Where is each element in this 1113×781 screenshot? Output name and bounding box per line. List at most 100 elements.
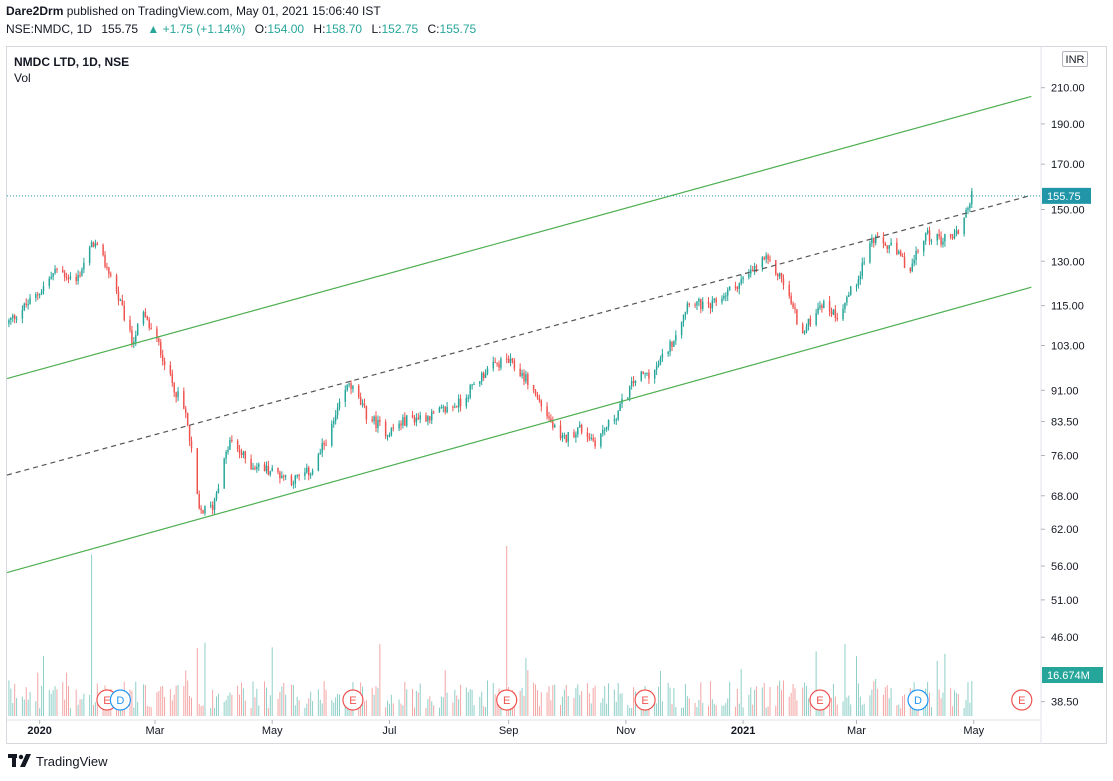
volume-bar bbox=[269, 695, 271, 716]
candle bbox=[942, 241, 944, 245]
author-name[interactable]: Dare2Drm bbox=[6, 4, 64, 18]
volume-bar bbox=[54, 686, 56, 716]
volume-bar bbox=[48, 689, 50, 716]
candle bbox=[298, 474, 300, 476]
candle bbox=[183, 391, 185, 409]
volume-bar bbox=[688, 698, 690, 716]
footer-brand[interactable]: TradingView bbox=[36, 753, 108, 769]
volume-bar bbox=[312, 701, 314, 716]
candle bbox=[202, 510, 204, 514]
volume-bar bbox=[277, 698, 279, 716]
volume-bar bbox=[861, 704, 863, 716]
candle bbox=[411, 415, 414, 418]
candle bbox=[924, 233, 927, 242]
volume-bar bbox=[902, 696, 904, 716]
volume-bar bbox=[715, 705, 717, 716]
volume-bar bbox=[698, 699, 700, 716]
symbol-label[interactable]: NSE:NMDC, 1D bbox=[6, 22, 93, 36]
candle bbox=[869, 243, 871, 263]
candle bbox=[200, 508, 202, 511]
volume-bar bbox=[952, 706, 954, 716]
volume-bar bbox=[244, 700, 246, 716]
volume-bar bbox=[296, 696, 298, 716]
candle bbox=[928, 230, 931, 241]
candle bbox=[578, 424, 581, 428]
candle bbox=[94, 243, 97, 247]
candle bbox=[419, 415, 421, 420]
candle bbox=[217, 488, 220, 494]
candle bbox=[361, 403, 364, 405]
volume-bar bbox=[767, 706, 769, 716]
volume-bar bbox=[563, 689, 565, 716]
volume-bar bbox=[788, 696, 790, 716]
legend-volume-label[interactable]: Vol bbox=[14, 71, 31, 85]
channel-lower-line bbox=[6, 286, 1032, 574]
candle bbox=[115, 275, 118, 292]
candle bbox=[413, 417, 416, 423]
volume-bar bbox=[225, 699, 227, 716]
volume-bar bbox=[506, 546, 508, 716]
volume-bar bbox=[608, 683, 610, 716]
volume-bar bbox=[700, 682, 702, 716]
volume-bar bbox=[675, 707, 677, 716]
volume-bar bbox=[64, 699, 66, 716]
volume-bar bbox=[742, 707, 744, 716]
candle bbox=[776, 274, 779, 277]
candle bbox=[519, 368, 521, 377]
volume-bar bbox=[135, 681, 137, 716]
volume-bar bbox=[164, 696, 166, 716]
price-tick-label: 51.00 bbox=[1051, 595, 1079, 607]
volume-bar bbox=[298, 700, 300, 716]
candle bbox=[263, 464, 266, 472]
candle bbox=[163, 361, 166, 365]
candle bbox=[559, 425, 562, 439]
candle bbox=[110, 274, 112, 276]
candle bbox=[284, 475, 287, 477]
volume-bar bbox=[510, 706, 512, 716]
volume-bar bbox=[250, 708, 252, 716]
low-label: L: bbox=[371, 22, 382, 36]
event-marker bbox=[809, 689, 831, 711]
volume-bar bbox=[454, 689, 456, 716]
volume-bar bbox=[68, 686, 70, 716]
currency-badge[interactable]: INR bbox=[1062, 51, 1088, 67]
candle bbox=[580, 424, 583, 433]
candle bbox=[527, 374, 529, 385]
event-marker bbox=[1011, 689, 1033, 711]
candle bbox=[467, 397, 470, 399]
candle bbox=[10, 317, 12, 321]
candle bbox=[150, 327, 152, 329]
volume-bar bbox=[415, 690, 417, 716]
volume-bar bbox=[425, 707, 427, 716]
chart-legend: NMDC LTD, 1D, NSE Vol bbox=[14, 54, 129, 86]
volume-bar bbox=[446, 692, 448, 716]
candle bbox=[930, 240, 933, 242]
volume-bar bbox=[615, 701, 617, 716]
candle bbox=[842, 308, 844, 320]
time-tick-label: Sep bbox=[499, 725, 519, 737]
chart-frame[interactable] bbox=[6, 46, 1107, 744]
event-marker-label: E bbox=[641, 695, 648, 707]
candle bbox=[728, 286, 731, 290]
candle bbox=[308, 467, 310, 476]
volume-bar bbox=[431, 701, 433, 716]
volume-bar bbox=[137, 702, 139, 716]
candle bbox=[607, 419, 610, 428]
candle bbox=[821, 305, 823, 308]
price-tick-label: 76.00 bbox=[1051, 451, 1079, 463]
volume-bar bbox=[267, 708, 269, 716]
volume-bar bbox=[43, 656, 45, 716]
candle bbox=[642, 371, 644, 374]
event-marker bbox=[634, 689, 656, 711]
published-text: published on TradingView.com, May 01, 20… bbox=[66, 4, 381, 18]
candle bbox=[102, 244, 104, 256]
candle bbox=[404, 417, 406, 426]
candle bbox=[971, 191, 973, 205]
legend-title[interactable]: NMDC LTD, 1D, NSE bbox=[14, 55, 130, 69]
candle bbox=[244, 451, 247, 459]
volume-bar bbox=[521, 688, 523, 716]
volume-bar bbox=[829, 699, 831, 716]
volume-bar bbox=[594, 685, 596, 716]
volume-bar bbox=[686, 696, 688, 716]
